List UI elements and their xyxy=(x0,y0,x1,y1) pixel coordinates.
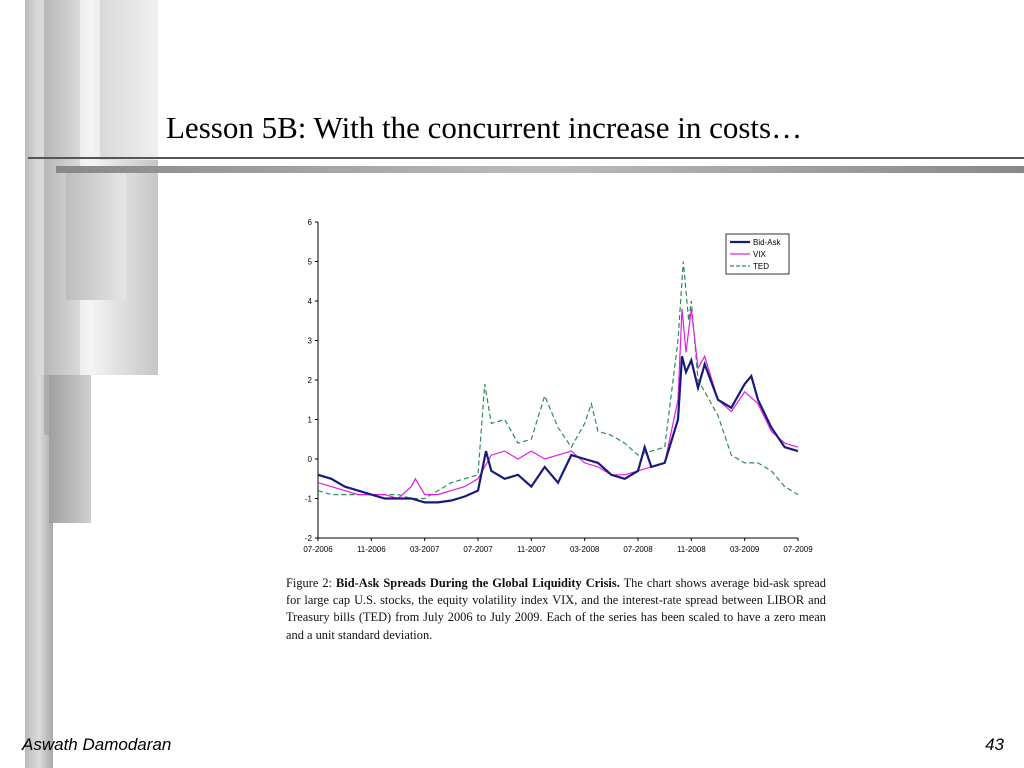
x-tick-label: 07-2007 xyxy=(463,545,493,554)
x-tick-label: 07-2009 xyxy=(783,545,813,554)
side-decoration-block xyxy=(66,168,126,300)
figure-label: Figure 2: xyxy=(286,576,332,590)
line-chart: -2 -1 0 1 2 3 4 5 6 07-2006 11-2006 03-2007 07-2007 1… xyxy=(303,218,813,554)
y-tick-label: -2 xyxy=(305,534,313,543)
side-decoration-block xyxy=(49,375,91,523)
series-line-ted xyxy=(317,261,799,500)
chart-container: -2 -1 0 1 2 3 4 5 6 07-2006 11-2006 03-2007 07-2007 1… xyxy=(280,210,820,560)
x-tick-label: 03-2008 xyxy=(570,545,600,554)
author-footer: Aswath Damodaran xyxy=(22,735,172,754)
x-tick-label: 03-2007 xyxy=(410,545,440,554)
y-tick-label: 3 xyxy=(308,337,313,346)
figure-title: Bid-Ask Spreads During the Global Liquid… xyxy=(336,576,620,590)
x-tick-label: 07-2006 xyxy=(303,545,333,554)
y-tick-label: 6 xyxy=(308,218,313,227)
y-tick-label: 2 xyxy=(308,376,313,385)
title-rule xyxy=(28,157,1024,159)
x-tick-label: 11-2006 xyxy=(357,545,386,554)
figure-caption: Figure 2: Bid-Ask Spreads During the Glo… xyxy=(286,575,826,644)
series-line-vix xyxy=(317,308,799,500)
x-tick-label: 07-2008 xyxy=(623,545,653,554)
page-number: 43 xyxy=(985,735,1004,754)
y-tick-label: 1 xyxy=(308,416,313,425)
legend-label: Bid-Ask xyxy=(753,238,782,247)
series-line-bidask xyxy=(317,356,799,504)
legend-label: VIX xyxy=(753,250,767,259)
y-tick-label: 4 xyxy=(308,297,313,306)
x-tick-label: 11-2008 xyxy=(677,545,706,554)
legend-label: TED xyxy=(753,262,769,271)
side-decoration-block xyxy=(100,0,158,160)
y-tick-label: 5 xyxy=(308,258,313,267)
slide-title: Lesson 5B: With the concurrent increase … xyxy=(166,110,803,145)
x-tick-label: 03-2009 xyxy=(730,545,760,554)
x-tick-label: 11-2007 xyxy=(517,545,546,554)
y-tick-label: 0 xyxy=(308,455,313,464)
figure-text: The chart shows average bid-ask spread f… xyxy=(286,576,826,642)
y-tick-label: -1 xyxy=(305,495,313,504)
title-rule-shadow xyxy=(56,166,1024,173)
